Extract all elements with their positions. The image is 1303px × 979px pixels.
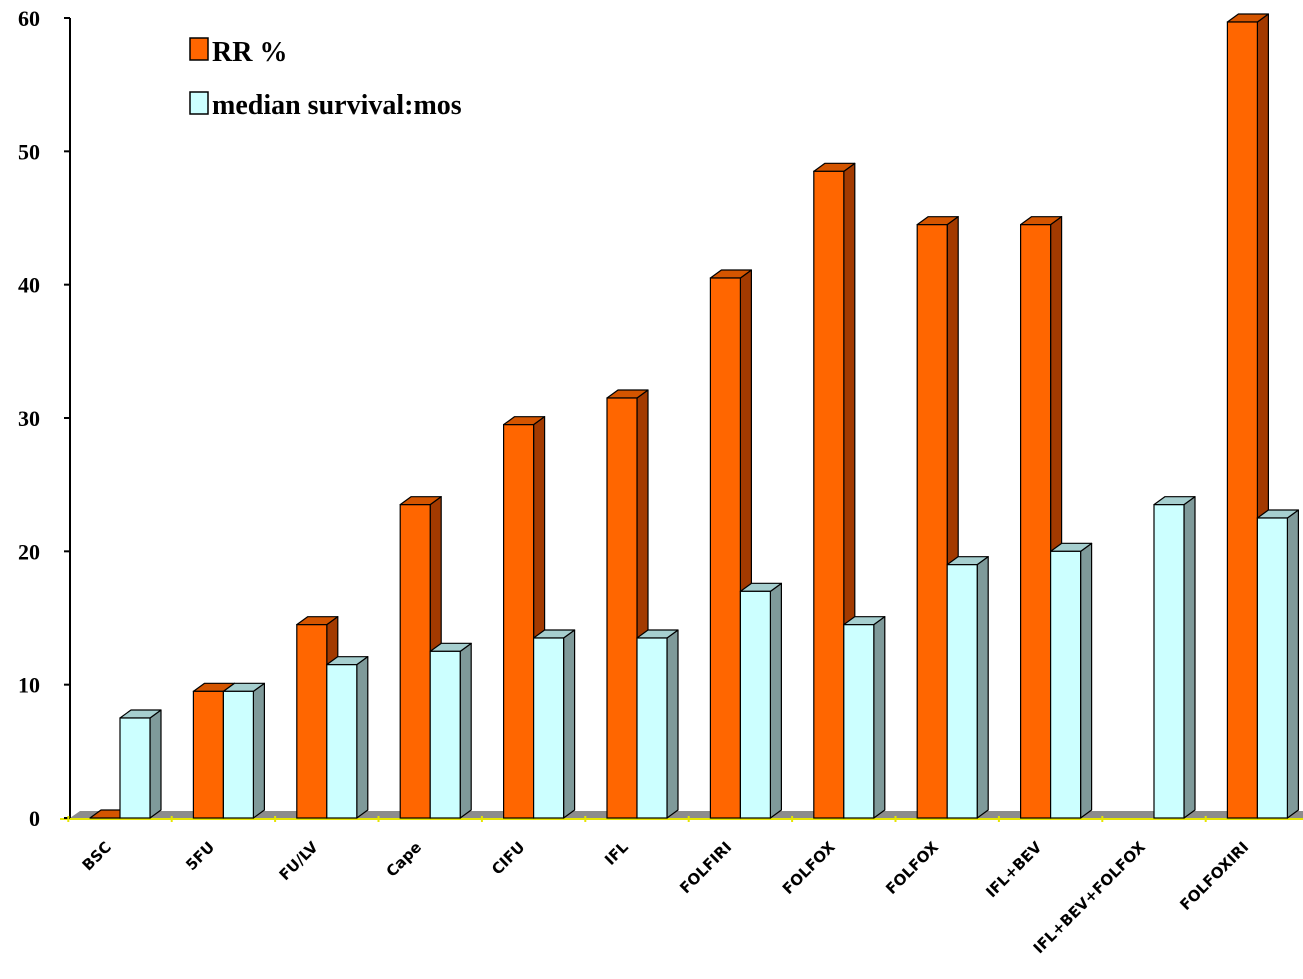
y-tick-label: 10 [18,673,40,698]
bar-median-survival-4 [532,629,576,819]
x-axis-labels: BSC 5FU FU/LV Cape CIFU IFL FOLFIRI FOLFOX FOLFO… [67,816,1252,957]
x-tick-label: Cape [383,838,425,880]
x-tick-label: FOLFOX [882,838,942,898]
x-tick-label: CIFU [488,838,528,878]
bar-median-survival-9 [1049,542,1093,819]
y-tick-label: 0 [29,806,40,831]
bar-median-survival-8 [946,556,989,819]
x-tick-label: FOLFIRI [676,838,735,897]
bar-rr-8 [916,216,959,819]
legend-label-rr: RR % [212,37,287,68]
x-tick-label: FOLFOXIRI [1176,838,1252,914]
legend-swatch-rr [189,37,209,61]
x-tick-label: 5FU [182,838,218,874]
x-tick-label: IFL+BEV+FOLFOX [1030,838,1149,957]
legend-label-median-survival: median survival:mos [212,90,462,121]
y-tick-label: 50 [18,139,40,164]
bar-median-survival-6 [739,582,783,819]
x-tick-label: FOLFOX [779,838,839,898]
legend: RR % median survival:mos [189,37,462,121]
legend-swatch-median-survival [189,91,209,115]
bar-median-survival-5 [636,629,679,819]
y-axis: 0 10 20 30 40 50 60 [18,6,71,831]
bar-median-survival-10 [1153,496,1196,819]
bar-median-survival-0 [119,709,162,819]
x-tick-label: IFL+BEV [982,838,1045,901]
y-tick-label: 60 [18,6,40,31]
bar-rr-11 [1226,13,1270,819]
y-tick-label: 40 [18,273,40,298]
bar-median-survival-11 [1256,509,1300,819]
bar-median-survival-7 [843,616,886,819]
bars [89,13,1300,819]
x-tick-label: FU/LV [276,838,322,884]
x-tick-label: BSC [79,838,115,874]
y-tick-label: 30 [18,406,40,431]
bar-median-survival-2 [326,656,369,819]
bar-median-survival-3 [429,642,472,819]
y-tick-label: 20 [18,539,40,564]
bar-median-survival-1 [222,682,265,819]
x-tick-label: IFL [601,838,632,869]
